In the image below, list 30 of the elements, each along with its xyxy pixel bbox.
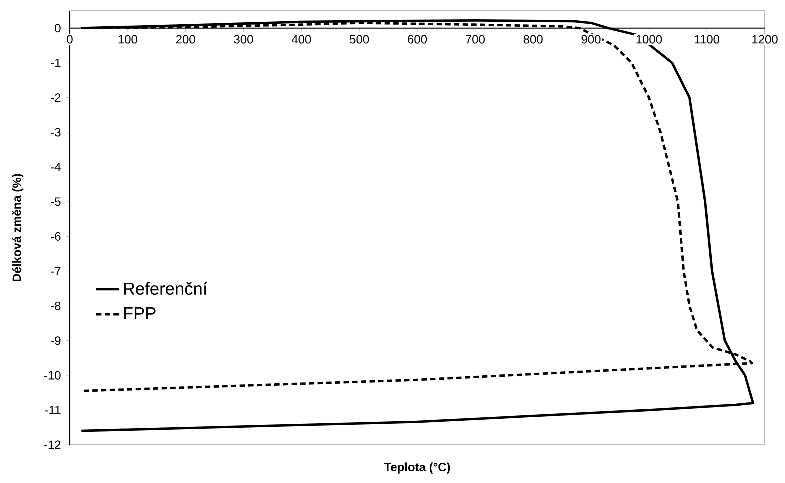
y-tick-label: -9 [51, 336, 61, 346]
x-tick-label: 1000 [636, 35, 662, 44]
x-tick-label: 900 [582, 35, 601, 44]
y-tick-label: -1 [51, 58, 61, 68]
y-tick-label: -7 [51, 267, 61, 276]
y-tick-label: -5 [51, 198, 61, 206]
x-tick-label: 100 [118, 35, 138, 44]
y-tick-label: -4 [51, 163, 61, 172]
x-tick-label: 500 [350, 35, 370, 44]
y-tick-label: -10 [44, 371, 61, 380]
y-tick-label: -8 [51, 302, 61, 310]
y-axis-title: Délková změna (%) [12, 174, 24, 282]
y-tick-label: -12 [44, 440, 61, 450]
x-tick-label: 800 [524, 35, 543, 44]
y-tick-label: -6 [51, 232, 61, 241]
y-tick-label: -11 [45, 406, 61, 414]
x-tick-label: 600 [408, 35, 428, 44]
x-tick-label: 700 [466, 35, 485, 44]
y-tick-label: -2 [51, 94, 61, 102]
x-tick-label: 1100 [695, 35, 720, 44]
y-tick-label: 0 [55, 24, 61, 33]
x-tick-label: 400 [292, 35, 312, 44]
legend-label: Referenční [124, 282, 208, 296]
x-tick-label: 200 [176, 35, 196, 44]
x-axis-title: Teplota (°C) [384, 462, 450, 474]
x-tick-label: 0 [67, 35, 73, 44]
x-tick-label: 1200 [752, 35, 778, 44]
y-tick-label: -3 [51, 128, 61, 137]
legend-label: FPP [124, 308, 156, 320]
x-tick-label: 300 [234, 35, 254, 44]
